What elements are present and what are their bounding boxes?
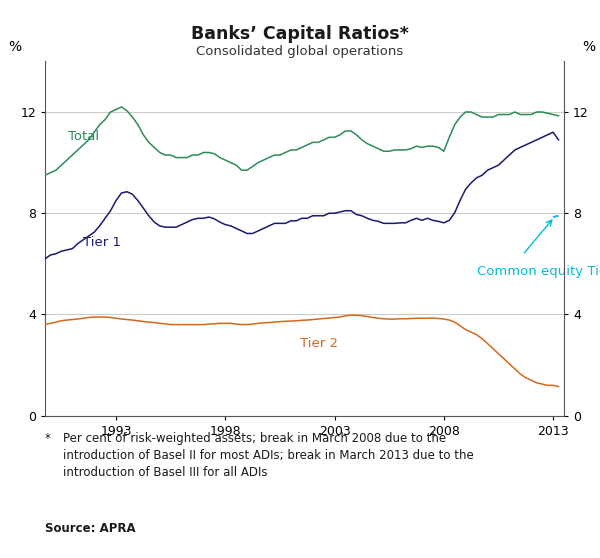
- Text: Tier 1: Tier 1: [83, 236, 121, 249]
- Text: Per cent of risk-weighted assets; break in March 2008 due to the
introduction of: Per cent of risk-weighted assets; break …: [63, 432, 474, 479]
- Text: Common equity Tier 1: Common equity Tier 1: [476, 265, 600, 278]
- Text: Banks’ Capital Ratios*: Banks’ Capital Ratios*: [191, 25, 409, 43]
- Text: Total: Total: [68, 130, 99, 143]
- Text: %: %: [582, 40, 595, 54]
- Text: Source: APRA: Source: APRA: [45, 522, 136, 535]
- Text: %: %: [8, 40, 22, 54]
- Text: Consolidated global operations: Consolidated global operations: [196, 45, 404, 57]
- Text: *: *: [45, 432, 51, 445]
- Text: Tier 2: Tier 2: [299, 338, 338, 350]
